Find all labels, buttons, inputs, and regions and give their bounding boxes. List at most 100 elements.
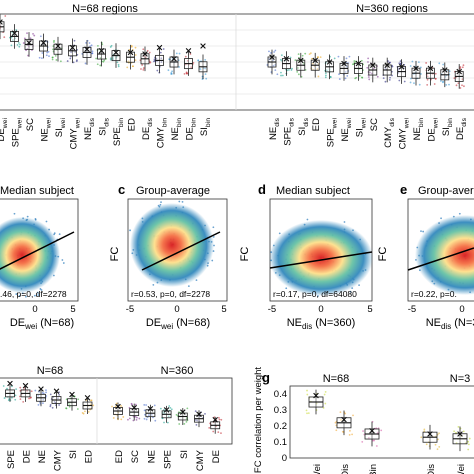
panel-a-box-si-bin-dot [438,62,441,65]
panel-a-box-cmy-bin-dot [153,60,155,63]
panel-g-box-dis-dot [420,436,423,439]
panel-f-box-ed-dot [111,405,113,408]
panel-a-box-ne-dis-dot [85,41,87,44]
panel-e-point [440,217,442,220]
panel-a-box-spe-wei-dot [324,74,327,77]
panel-a-box-ne-bin-dot [410,77,412,80]
panel-a-box-sc-dot [367,61,369,63]
panel-a-box-si-dis-dot [95,57,98,60]
panel-g-ytick: 0.4 [274,389,287,400]
panel-a-box-de-dis-dot [146,49,149,52]
panel-a-box-cmy-dis-mean-marker [384,62,390,68]
panel-a-box-de-dis-dot [459,66,462,68]
panel-g-box-wei-dot [468,437,471,440]
panel-a-box-si-wei-dot [53,41,55,43]
panel-e-xtick-0: 0 [459,304,464,315]
panel-g-box-wei-mean-marker [457,431,463,437]
panel-a-box-ed-dot [312,62,314,65]
panel-a-box-si-dis-dot [103,59,106,62]
panel-g-box-wei-mean-marker [313,392,319,399]
panel-a-box-sc-dot [368,78,371,81]
panel-a-box-de-wei-dot [426,75,429,78]
panel-a-xlabel: SIwei [354,118,367,138]
panel-f-x-tick-labels: SPE DE NE CMY SI ED ED SC NE SPE SI CMY DE [6,449,222,471]
panel-f-box-ne-dot [153,404,156,407]
panel-a-box-si-bin-dot [204,58,207,61]
panel-a-box-si-dis-dot [96,44,99,47]
panel-f: N=68 N=360 SPE DE NE CMY SI ED ED SC NE SPE SI CMY D… [0,365,233,471]
panel-a-box-spe-dis-dot [289,56,292,59]
panel-g-box-wei-dot [306,393,309,396]
panel-g-box-bin-dot [367,436,370,439]
panel-a-box-ne-bin-dot [178,52,181,55]
panel-f-xlabel: CMY [53,449,64,471]
panel-f-box-de [208,416,223,435]
panel-g-box-wei [305,389,327,415]
panel-a-box-si-wei-dot [351,63,354,66]
panel-f-box-sc-dot [128,417,131,420]
panel-a-box-cmy-bin-dot [160,61,163,63]
panel-a-box-si-dis-dot [302,62,305,65]
panel-a-box-spe-wei-dot [10,44,13,47]
panel-a-box-de-wei-dot [4,15,7,17]
panel-a-box-ed-mean-marker [127,49,134,56]
panel-a-box-ne-wei-mean-marker [40,40,47,46]
panel-d-point [285,287,288,290]
panel-f-box-de-dot [26,389,28,392]
panel-b-axes-frame [0,198,79,302]
panel-a-title-left: N=68 regions [72,3,138,15]
panel-d-xlabel: NEdis (N=360) [287,317,356,331]
panel-a-box-spe-bin-dot [112,57,114,59]
panel-a-box-si-bin-dot [199,68,202,71]
panel-a-box-ne-wei-dot [345,65,348,68]
panel-a-box-si-dis-mean-marker [298,57,304,64]
panel-a-box-spe-wei-dot [16,44,19,46]
panel-f-box-cmy-dot [204,412,206,415]
panel-a-box-cmy-wei-mean-marker [398,64,405,70]
panel-a-box-de-wei-dot [425,62,428,64]
panel-f-boxplots [2,380,223,435]
panel-a-box-ne-bin-dot [170,72,173,74]
panel-a-box-spe-dis-dot [287,69,290,71]
panel-a-xlabel: NEdis [268,117,281,140]
panel-e-fit-line [407,247,474,271]
panel-f-box-ed-dot [89,403,92,406]
panel-e-ylabel: FC [377,247,389,262]
panel-f-box-spe-dot [169,407,172,409]
panel-f-box-ne-dot [148,413,150,416]
panel-a-xlabel: CMYwei [398,118,411,150]
panel-b-point [33,294,36,297]
panel-a-box-de-bin [183,48,195,76]
panel-a-box-si-dis [294,52,307,78]
panel-a-box-spe-wei-dot [324,76,327,79]
panel-e: e Group-avera FC r=0.22, p=0. -5 0 NEdis… [377,182,474,331]
panel-a-box-ne-wei-dot [338,78,341,80]
panel-b-point [58,233,61,236]
panel-f-box-ed-dot [122,416,125,418]
panel-f-box-ne-dot [37,394,40,397]
panel-f-box-ed-dot [92,404,95,407]
panel-a-box-ne-bin-dot [413,82,415,85]
panel-a-box-ne-bin-dot [420,73,422,75]
panel-f-box-ne-dot [42,392,45,395]
panel-c: c Group-average FC r=0.53, p=0, df=2278 … [109,182,228,331]
panel-f-box-cmy-dot [194,419,197,421]
panel-a-xlabel: SIdis [297,117,310,135]
panel-g-boxplots [305,389,471,452]
panel-g-box-dis-dot [352,414,354,417]
panel-d-axes-frame [269,198,373,302]
panel-f-box-ed-dot [87,410,90,413]
panel-a-box-de-dis-dot [148,51,151,54]
panel-a-box-spe-wei-dot [329,76,332,79]
panel-a-box-ne-dis-dot [272,59,274,62]
panel-a-box-si-wei-dot [54,54,57,57]
panel-a-box-ne-wei [337,55,351,81]
panel-a-box-sc-mean-marker [370,62,376,68]
panel-a-box-si-wei-dot [52,48,54,51]
panel-a-box-de-bin-dot [184,55,187,58]
panel-g-box-dis-dot [334,421,337,424]
panel-c-xtick-neg5: -5 [126,304,134,315]
panel-a-xlabel: ED [127,118,138,131]
panel-a-box-ne-dis-dot [274,49,277,52]
panel-f-xlabel: NE [37,450,48,463]
